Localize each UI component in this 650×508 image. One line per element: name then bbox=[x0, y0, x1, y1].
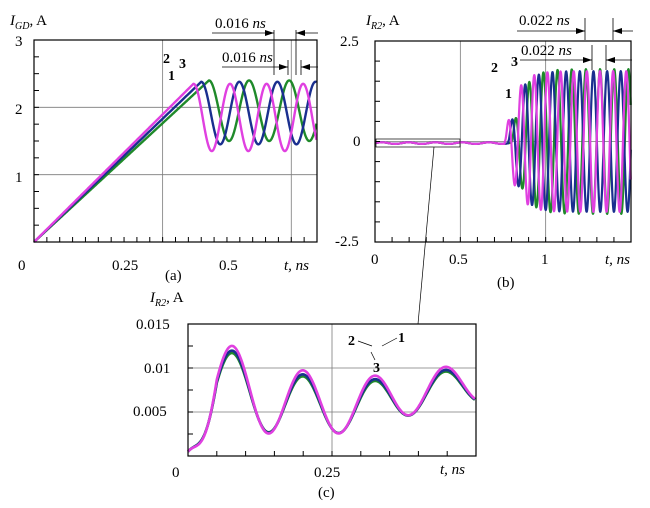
panel-b-xtick-1: 1 bbox=[541, 252, 549, 268]
panel-c-curve-label-1: 1 bbox=[398, 331, 405, 346]
panel-b-period-annotation-mid: 0.022 ns bbox=[520, 43, 632, 70]
panel-c-series-1 bbox=[187, 344, 476, 453]
panel-b-series-1 bbox=[374, 70, 632, 213]
panel-c-xtick-0: 0 bbox=[172, 465, 180, 481]
panel-a-series-1 bbox=[33, 82, 318, 243]
panel-c-series-2 bbox=[187, 349, 476, 453]
panel-c-ytick-0005: 0.005 bbox=[133, 404, 167, 420]
panel-a-xtick-0: 0 bbox=[18, 258, 26, 274]
panel-a-ytick-2: 2 bbox=[15, 102, 23, 118]
panel-c-curves bbox=[187, 344, 476, 453]
panel-c-curve-label-2: 2 bbox=[348, 334, 355, 349]
panel-b-curve-label-3: 3 bbox=[511, 55, 518, 70]
panel-c-label-leader-1 bbox=[381, 337, 398, 347]
panel-c-ylabel: IR2, A bbox=[149, 290, 184, 309]
panel-a-period-annotation-mid: 0.016 ns bbox=[222, 50, 318, 75]
panel-b-xlabel: t, ns bbox=[605, 252, 630, 268]
panel-a-grid bbox=[34, 40, 317, 242]
panel-b-ytick-0: 0 bbox=[353, 134, 361, 150]
panel-c-ytick-0015: 0.015 bbox=[136, 317, 170, 333]
panel-c-tag: (c) bbox=[318, 485, 335, 501]
panel-a-tag: (a) bbox=[165, 268, 182, 284]
panel-b-curve-label-1: 1 bbox=[505, 87, 512, 102]
panel-b-period-annotation-top: 0.022 ns bbox=[517, 13, 633, 40]
panel-a-frame bbox=[33, 39, 318, 243]
panel-a-ylabel: IGD, A bbox=[9, 13, 47, 32]
panel-a-minor-ticks bbox=[34, 56, 305, 242]
panel-a: IGD, A 3 2 1 0 0.25 0.5 t, ns (a) 1 2 3 … bbox=[9, 13, 318, 284]
panel-a-xtick-025: 0.25 bbox=[112, 258, 138, 274]
panel-a-xlabel: t, ns bbox=[284, 258, 309, 274]
panel-a-ytick-3: 3 bbox=[15, 34, 23, 50]
panel-a-ytick-1: 1 bbox=[15, 170, 23, 186]
panel-a-curve-label-3: 3 bbox=[179, 57, 186, 72]
panel-c: IR2, A 0.015 0.01 0.005 0 0.25 t, ns (c)… bbox=[133, 290, 477, 501]
panel-b-ylabel: IR2, A bbox=[365, 13, 400, 32]
zoom-leader-line bbox=[417, 146, 435, 325]
panel-c-grid bbox=[188, 324, 476, 456]
panel-b-ytick-m2p5: -2.5 bbox=[335, 234, 359, 250]
panel-c-curve-label-3: 3 bbox=[373, 361, 380, 376]
panel-b: IR2, A 2.5 0 -2.5 0 0.5 1 t, ns (b) 1 2 … bbox=[335, 13, 633, 325]
panel-a-annotation-mid-label: 0.016 ns bbox=[222, 50, 273, 66]
panel-c-minor-ticks bbox=[188, 345, 448, 456]
panel-b-xtick-05: 0.5 bbox=[449, 252, 468, 268]
panel-b-curves bbox=[374, 68, 632, 215]
panel-a-period-annotation-top: 0.016 ns bbox=[212, 16, 318, 75]
panel-b-ytick-2p5: 2.5 bbox=[340, 34, 359, 50]
panel-c-xlabel: t, ns bbox=[440, 462, 465, 478]
panel-a-xtick-05: 0.5 bbox=[219, 258, 238, 274]
panel-b-annotation-top-label: 0.022 ns bbox=[519, 13, 570, 29]
panel-a-curve-label-1: 1 bbox=[168, 69, 175, 84]
panel-c-xtick-025: 0.25 bbox=[314, 465, 340, 481]
panel-b-annotation-mid-label: 0.022 ns bbox=[521, 43, 572, 59]
panel-c-label-leader-2 bbox=[357, 340, 373, 347]
panel-b-curve-label-2: 2 bbox=[491, 61, 498, 76]
panel-a-curves bbox=[33, 79, 318, 243]
panel-c-ytick-001: 0.01 bbox=[144, 361, 170, 377]
panel-b-zoom-box bbox=[375, 138, 461, 148]
panel-b-tag: (b) bbox=[497, 275, 515, 291]
panel-a-curve-label-2: 2 bbox=[163, 52, 170, 67]
panel-a-annotation-top-label: 0.016 ns bbox=[215, 16, 266, 32]
panel-c-label-leader-3 bbox=[370, 351, 376, 361]
panel-b-xtick-0: 0 bbox=[371, 252, 379, 268]
